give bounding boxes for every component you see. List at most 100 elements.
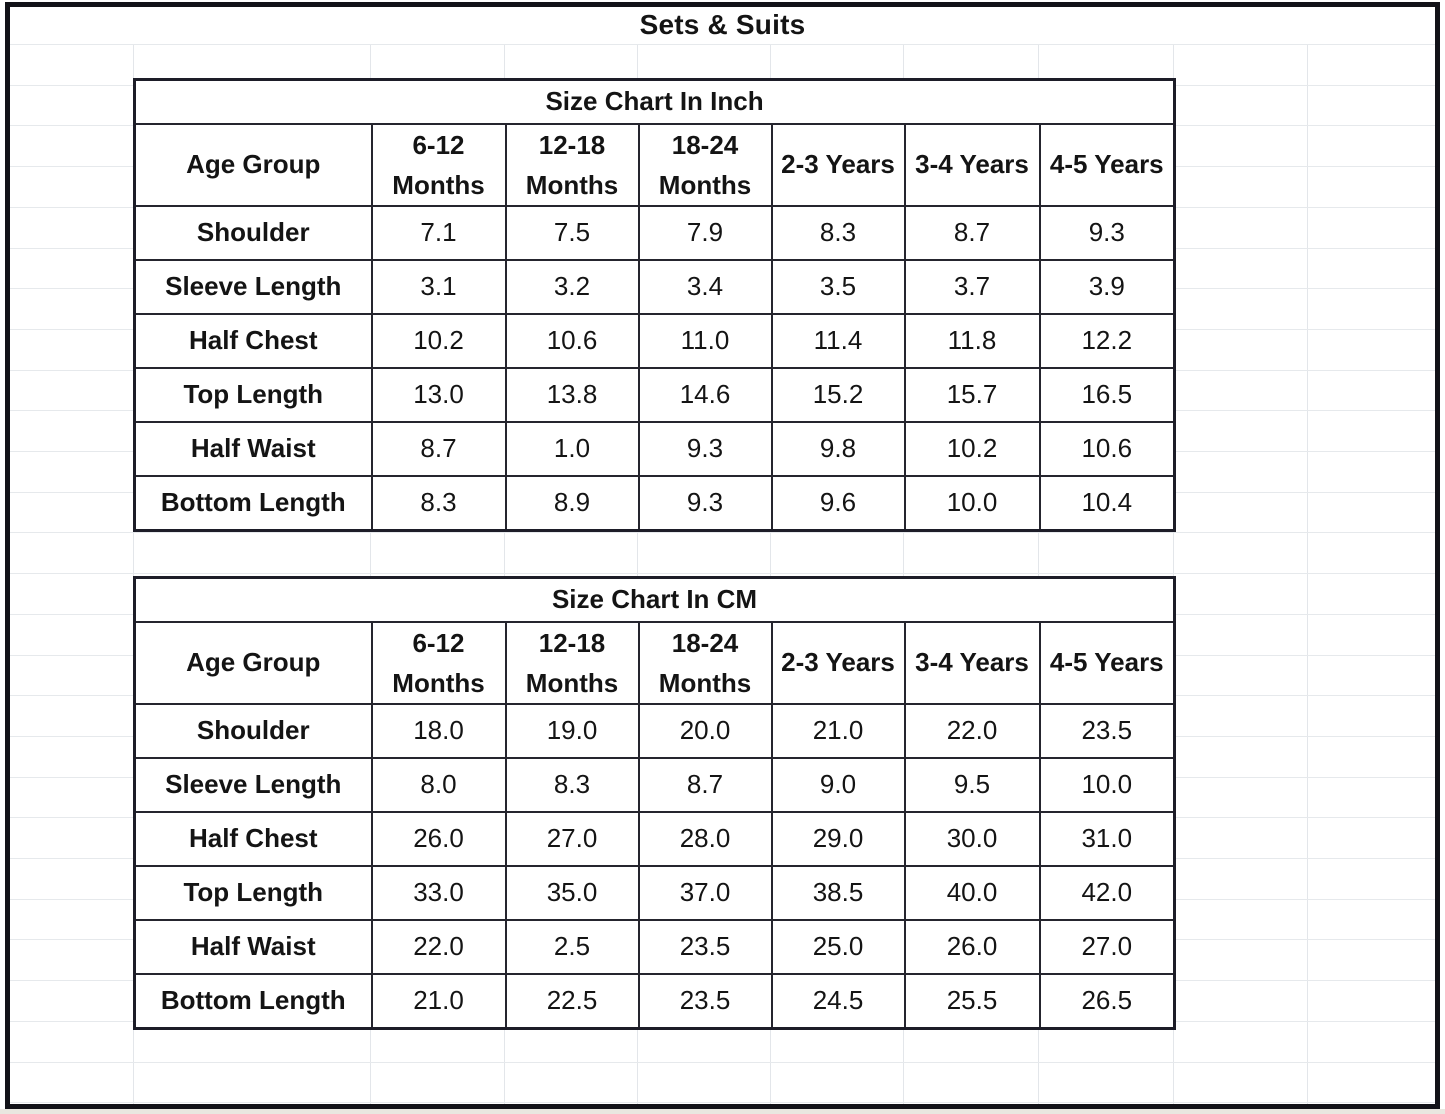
measurement-label: Half Waist <box>133 421 373 477</box>
header-text: Months <box>658 170 752 200</box>
measurement-label: Shoulder <box>133 205 373 261</box>
page-title: Sets & Suits <box>639 9 806 40</box>
measurement-value: 27.0 <box>504 811 640 867</box>
measurement-value: 3.9 <box>1038 259 1176 315</box>
measurement-value: 8.0 <box>370 757 507 813</box>
grid-column-line <box>770 44 771 1104</box>
size-column-header: 3-4 Years <box>903 123 1041 207</box>
table-title-row: Size Chart In CM <box>133 576 1176 623</box>
measurement-value: 3.4 <box>637 259 773 315</box>
table-header-row: Age Group 6-12 Months 12-18 Months 18-24 Month… <box>133 123 1176 207</box>
measurement-value: 10.6 <box>1038 421 1176 477</box>
table-row: Sleeve Length 3.1 3.2 3.4 3.5 3.7 3.9 <box>133 259 1176 315</box>
measurement-value: 15.7 <box>903 367 1041 423</box>
age-group-header: Age Group <box>133 123 373 207</box>
header-text: 2-3 Years <box>781 647 895 678</box>
measurement-label: Top Length <box>133 865 373 921</box>
measurement-value: 1.0 <box>504 421 640 477</box>
size-column-header: 6-12 Months <box>370 621 507 705</box>
measurement-value: 23.5 <box>637 973 773 1030</box>
measurement-value: 7.5 <box>504 205 640 261</box>
size-column-header: 2-3 Years <box>770 621 906 705</box>
measurement-value: 3.1 <box>370 259 507 315</box>
measurement-value: 7.9 <box>637 205 773 261</box>
header-text: Months <box>525 668 619 698</box>
measurement-value: 21.0 <box>370 973 507 1030</box>
measurement-value: 22.0 <box>370 919 507 975</box>
measurement-value: 16.5 <box>1038 367 1176 423</box>
size-chart-cm-table: Size Chart In CM Age Group 6-12 Months 12-18… <box>133 576 1177 1030</box>
header-text: 18-24 <box>671 628 739 658</box>
measurement-value: 9.6 <box>770 475 906 532</box>
grid-column-line <box>133 44 134 1104</box>
measurement-label: Shoulder <box>133 703 373 759</box>
age-group-header: Age Group <box>133 621 373 705</box>
measurement-value: 38.5 <box>770 865 906 921</box>
grid-row-line <box>10 44 1435 45</box>
measurement-value: 8.3 <box>504 757 640 813</box>
header-text: 3-4 Years <box>915 149 1029 180</box>
header-text: Months <box>392 170 485 200</box>
table-title: Size Chart In CM <box>133 576 1176 623</box>
header-text: Months <box>525 170 619 200</box>
header-text: 12-18 <box>538 130 606 160</box>
measurement-value: 15.2 <box>770 367 906 423</box>
measurement-label: Sleeve Length <box>133 259 373 315</box>
table-row: Shoulder 18.0 19.0 20.0 21.0 22.0 23.5 <box>133 703 1176 759</box>
measurement-label: Half Chest <box>133 811 373 867</box>
measurement-value: 26.5 <box>1038 973 1176 1030</box>
measurement-value: 13.0 <box>370 367 507 423</box>
header-text: Age Group <box>186 647 321 678</box>
measurement-value: 7.1 <box>370 205 507 261</box>
table-title-row: Size Chart In Inch <box>133 78 1176 125</box>
measurement-value: 2.5 <box>504 919 640 975</box>
measurement-value: 30.0 <box>903 811 1041 867</box>
measurement-value: 10.2 <box>370 313 507 369</box>
measurement-value: 3.2 <box>504 259 640 315</box>
grid-column-line <box>1307 44 1308 1104</box>
measurement-value: 9.5 <box>903 757 1041 813</box>
header-text: Months <box>392 668 485 698</box>
grid-column-line <box>1173 44 1174 1104</box>
header-text: 4-5 Years <box>1049 149 1164 180</box>
measurement-value: 26.0 <box>370 811 507 867</box>
measurement-value: 28.0 <box>637 811 773 867</box>
size-column-header: 18-24 Months <box>637 621 773 705</box>
table-row: Half Waist 22.0 2.5 23.5 25.0 26.0 27.0 <box>133 919 1176 975</box>
measurement-value: 25.5 <box>903 973 1041 1030</box>
table-row: Top Length 33.0 35.0 37.0 38.5 40.0 42.0 <box>133 865 1176 921</box>
measurement-value: 8.3 <box>770 205 906 261</box>
table-row: Bottom Length 8.3 8.9 9.3 9.6 10.0 10.4 <box>133 475 1176 532</box>
measurement-value: 27.0 <box>1038 919 1176 975</box>
table-row: Sleeve Length 8.0 8.3 8.7 9.0 9.5 10.0 <box>133 757 1176 813</box>
measurement-value: 8.7 <box>903 205 1041 261</box>
grid-column-line <box>637 44 638 1104</box>
measurement-value: 10.0 <box>1038 757 1176 813</box>
measurement-value: 13.8 <box>504 367 640 423</box>
measurement-value: 22.0 <box>903 703 1041 759</box>
header-text: 4-5 Years <box>1049 647 1164 678</box>
measurement-label: Bottom Length <box>133 475 373 532</box>
size-column-header: 6-12 Months <box>370 123 507 207</box>
measurement-value: 40.0 <box>903 865 1041 921</box>
measurement-value: 19.0 <box>504 703 640 759</box>
table-row: Half Chest 10.2 10.6 11.0 11.4 11.8 12.2 <box>133 313 1176 369</box>
size-column-header: 4-5 Years <box>1038 123 1176 207</box>
size-chart-inch-table: Size Chart In Inch Age Group 6-12 Months 12-… <box>133 78 1177 532</box>
header-text: 6-12 <box>412 628 465 658</box>
measurement-value: 23.5 <box>637 919 773 975</box>
measurement-value: 37.0 <box>637 865 773 921</box>
measurement-value: 18.0 <box>370 703 507 759</box>
measurement-value: 23.5 <box>1038 703 1176 759</box>
header-text: 6-12 <box>412 130 465 160</box>
grid-column-line <box>504 44 505 1104</box>
header-text: Months <box>658 668 752 698</box>
measurement-label: Bottom Length <box>133 973 373 1030</box>
measurement-value: 35.0 <box>504 865 640 921</box>
measurement-value: 10.2 <box>903 421 1041 477</box>
grid-row-line <box>10 573 1435 574</box>
bottom-edge-strip <box>0 1109 1445 1114</box>
measurement-value: 42.0 <box>1038 865 1176 921</box>
measurement-value: 9.0 <box>770 757 906 813</box>
measurement-label: Half Chest <box>133 313 373 369</box>
